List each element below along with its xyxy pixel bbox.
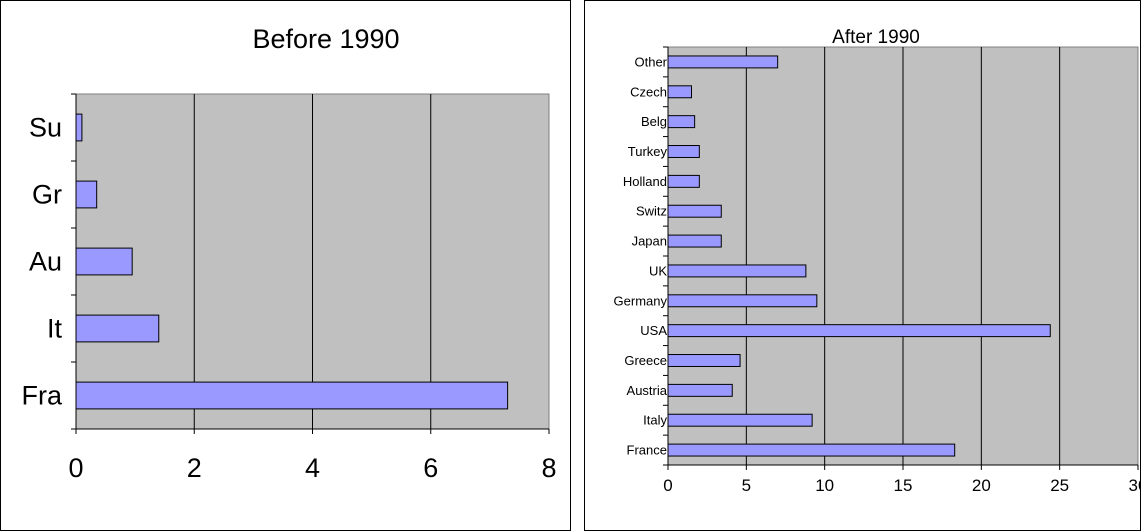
bar-gr (75, 180, 98, 209)
bar-greece (667, 354, 741, 367)
category-label: Germany (614, 293, 668, 308)
x-tick-label: 0 (68, 453, 83, 483)
bar-switz (667, 204, 722, 218)
category-label: Su (29, 113, 62, 143)
x-tick-label: 20 (972, 476, 991, 495)
x-tick-label: 8 (541, 453, 556, 483)
category-label: France (627, 443, 667, 458)
category-label: Other (634, 54, 667, 69)
category-label: Au (29, 247, 62, 277)
x-tick-label: 2 (187, 453, 202, 483)
bar-czech (667, 85, 692, 99)
bar-turkey (667, 145, 700, 158)
chart-title: Before 1990 (252, 24, 399, 54)
category-label: Fra (22, 381, 63, 411)
bar-usa (667, 324, 1051, 338)
bar-holland (667, 174, 700, 188)
category-label: Czech (630, 84, 667, 99)
category-label: Holland (623, 174, 667, 189)
category-label: Greece (624, 353, 667, 368)
x-tick-label: 10 (815, 476, 834, 495)
category-label: Switz (636, 204, 667, 219)
x-tick-label: 4 (305, 453, 320, 483)
category-label: It (47, 314, 63, 344)
bar-au (75, 247, 133, 276)
chart-after-1990-svg: 0 5 10 15 20 25 30 France Italy Austria Greece USA G… (614, 27, 1141, 495)
category-label: USA (640, 323, 667, 338)
chart-title: After 1990 (832, 27, 920, 48)
bar-austria (667, 383, 733, 397)
bar-other (667, 55, 779, 69)
chart-before-1990: 0 2 4 6 8 Fra It Au Gr Su Before 1990 (0, 0, 571, 531)
chart-after-1990: 0 5 10 15 20 25 30 France Italy Austria Greece USA G… (584, 0, 1141, 531)
x-tick-label: 15 (894, 476, 913, 495)
category-label: Gr (32, 180, 62, 210)
bar-belg (667, 115, 696, 129)
x-tick-label: 0 (663, 476, 672, 495)
category-label: Turkey (628, 144, 668, 159)
category-label: UK (649, 263, 667, 278)
x-tick-label: 5 (742, 476, 751, 495)
bar-it (75, 314, 160, 343)
x-tick-label: 30 (1129, 476, 1141, 495)
x-tick-label: 6 (423, 453, 438, 483)
bar-uk (667, 264, 807, 278)
bar-italy (667, 413, 813, 427)
category-label: Austria (627, 383, 668, 398)
bar-france (667, 443, 956, 457)
category-label: Italy (643, 413, 667, 428)
bar-su (75, 113, 83, 142)
chart-before-1990-svg: 0 2 4 6 8 Fra It Au Gr Su Before 1990 (22, 24, 557, 483)
bar-germany (667, 294, 818, 308)
category-label: Belg (641, 114, 667, 129)
x-tick-label: 25 (1050, 476, 1069, 495)
category-label: Japan (632, 234, 667, 249)
bar-japan (667, 234, 722, 248)
bar-fra (75, 381, 509, 410)
